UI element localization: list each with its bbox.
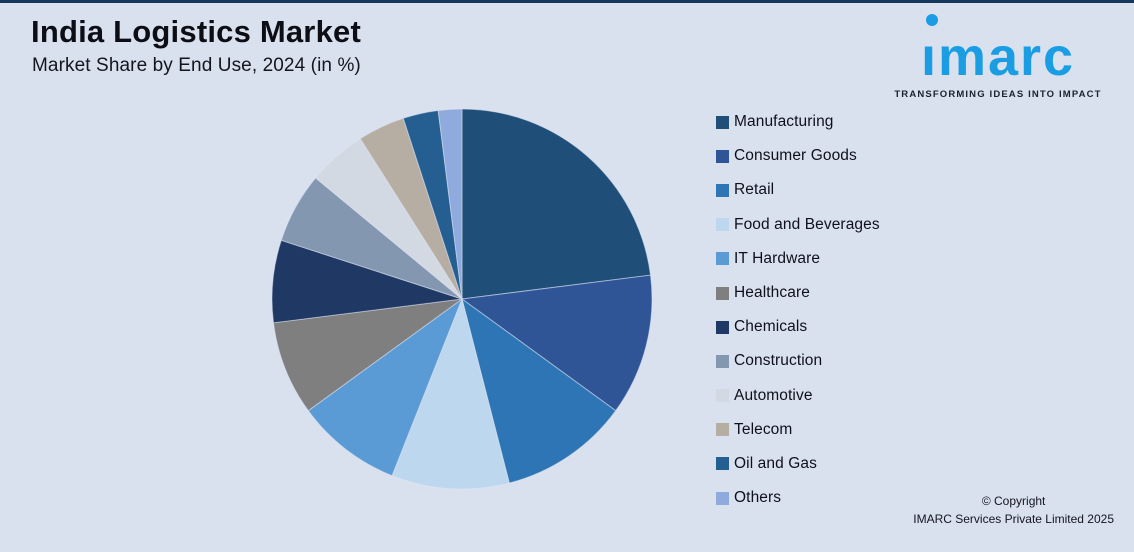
page-title: India Logistics Market [31,14,361,49]
imarc-logo-wordmark: ımarc [921,8,1075,84]
legend-item-manufacturing: Manufacturing [716,105,880,139]
pie-chart [271,108,653,490]
legend-item-automotive: Automotive [716,379,880,413]
legend-label-automotive: Automotive [734,386,813,404]
legend-label-telecom: Telecom [734,420,793,438]
legend-item-chemicals: Chemicals [716,310,880,344]
logo-tagline: TRANSFORMING IDEAS INTO IMPACT [894,89,1102,100]
legend-item-healthcare: Healthcare [716,276,880,310]
legend-swatch-others [716,491,729,505]
logo-dot-icon [925,14,938,26]
legend-item-food-and-beverages: Food and Beverages [716,208,880,242]
legend-label-chemicals: Chemicals [734,318,808,336]
legend-label-construction: Construction [734,352,823,370]
legend-swatch-healthcare [716,286,729,300]
legend-item-consumer-goods: Consumer Goods [716,139,880,173]
copyright-line1: © Copyright [981,494,1046,509]
legend-swatch-food-and-beverages [716,218,729,232]
topbar [0,0,1134,3]
pie-slice-food-and-beverages [391,297,510,490]
legend-label-consumer-goods: Consumer Goods [734,147,857,165]
legend-label-manufacturing: Manufacturing [734,113,834,131]
legend-swatch-oil-and-gas [716,457,729,471]
legend-label-retail: Retail [734,181,775,199]
copyright-line2: IMARC Services Private Limited 2025 [913,511,1114,526]
legend-label-others: Others [734,489,782,507]
legend-swatch-automotive [716,389,729,403]
legend-swatch-it-hardware [716,252,729,266]
legend-label-it-hardware: IT Hardware [734,249,821,267]
legend-label-oil-and-gas: Oil and Gas [734,454,817,472]
legend-swatch-consumer-goods [716,149,729,163]
pie-slice-manufacturing [461,108,652,300]
page-subtitle: Market Share by End Use, 2024 (in %) [32,55,361,76]
legend-swatch-chemicals [716,320,729,334]
legend-item-telecom: Telecom [716,413,880,447]
legend-item-construction: Construction [716,344,880,378]
legend-swatch-telecom [716,423,729,437]
pie-slice-retail [461,297,617,484]
legend-swatch-construction [716,354,729,368]
legend-item-others: Others [716,481,880,515]
legend-item-oil-and-gas: Oil and Gas [716,447,880,481]
copyright: © Copyright IMARC Services Private Limit… [913,493,1114,528]
legend-label-food-and-beverages: Food and Beverages [734,215,880,233]
legend-label-healthcare: Healthcare [734,284,810,302]
logo-text: ımarc [920,27,1076,87]
pie-slice-it-hardware [307,297,464,477]
legend-swatch-retail [716,183,729,197]
legend-item-retail: Retail [716,173,880,207]
legend: Manufacturing Consumer Goods Retail Food an… [716,105,880,515]
pie-slice-consumer-goods [460,274,653,412]
legend-swatch-manufacturing [716,115,729,129]
pie-slice-others [437,108,463,300]
imarc-logo: ımarc TRANSFORMING IDEAS INTO IMPACT [888,8,1108,100]
legend-item-it-hardware: IT Hardware [716,242,880,276]
pie-slice-healthcare [272,298,463,412]
